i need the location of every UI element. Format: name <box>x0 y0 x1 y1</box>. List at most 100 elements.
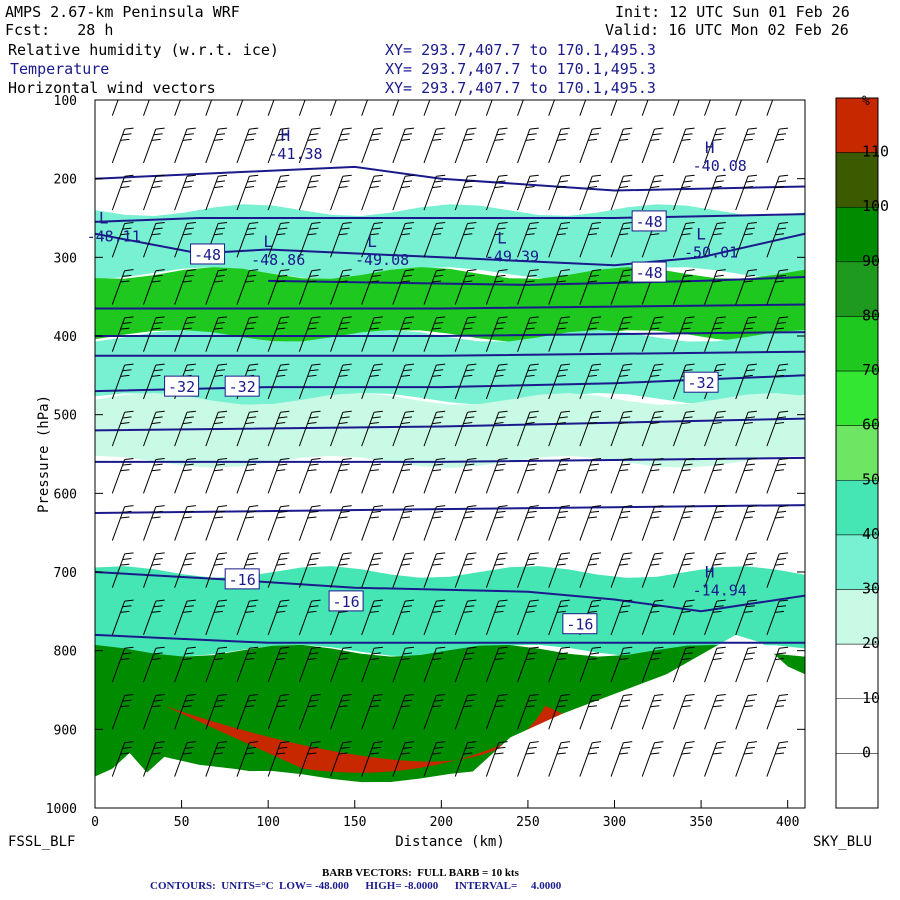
colorbar-swatch <box>835 753 879 809</box>
wind-barb <box>392 741 415 777</box>
wind-barb <box>361 505 383 541</box>
wind-barb <box>423 693 446 730</box>
wind-barb <box>548 100 562 116</box>
wind-barb <box>423 457 446 494</box>
wind-barb <box>298 741 321 777</box>
wind-barb <box>641 646 664 683</box>
wind-barb <box>143 646 165 683</box>
wind-barb <box>330 410 352 447</box>
wind-barb <box>361 363 383 400</box>
x-tick-label: 400 <box>776 815 799 830</box>
wind-barb <box>610 741 633 777</box>
wind-barb <box>236 693 259 730</box>
wind-barb <box>361 410 383 447</box>
wind-barb <box>205 693 228 730</box>
wind-barb <box>205 100 219 116</box>
field-wind-name: Horizontal wind vectors <box>8 79 216 97</box>
wind-barb <box>423 410 446 447</box>
wind-barb <box>330 693 352 730</box>
wind-barb <box>641 552 664 588</box>
wind-barb <box>735 741 757 777</box>
wind-barb <box>485 646 508 683</box>
extremum-value: -14.94 <box>693 582 747 600</box>
wind-barb <box>610 127 633 164</box>
wind-barb <box>735 174 757 211</box>
wind-barb <box>454 100 468 116</box>
wind-barb <box>672 599 695 636</box>
wind-barb <box>267 741 290 777</box>
valid-time: Valid: 16 UTC Mon 02 Feb 26 <box>605 21 849 39</box>
wind-barb <box>548 174 570 211</box>
wind-barb <box>548 127 570 164</box>
wind-barb <box>517 221 539 258</box>
rh-band <box>95 393 805 468</box>
wind-barb <box>579 100 593 116</box>
contour-label: -32 <box>168 378 195 396</box>
wind-barb <box>423 174 446 211</box>
wind-barb <box>454 646 477 683</box>
wind-barb <box>143 174 165 211</box>
wind-barb <box>704 741 726 777</box>
wind-barb <box>392 410 415 447</box>
wind-barb <box>485 599 508 636</box>
y-tick-label: 500 <box>54 409 77 424</box>
extremum-marker: L <box>263 232 273 251</box>
wind-barb <box>267 221 290 258</box>
contour-label-box <box>328 590 364 612</box>
isotherm <box>95 633 805 644</box>
wind-barb <box>704 693 726 730</box>
wind-barb <box>267 410 290 447</box>
wind-barb <box>143 693 165 730</box>
isotherm <box>95 374 805 393</box>
wind-barb <box>454 552 477 588</box>
wind-barb <box>361 741 383 777</box>
wind-barb <box>143 269 165 305</box>
colorbar-swatch <box>835 206 879 263</box>
wind-barb <box>704 505 726 541</box>
wind-barb <box>143 552 165 588</box>
wind-barb <box>704 174 726 211</box>
wind-barb <box>267 127 290 164</box>
rh-max-streak <box>164 705 563 773</box>
contour-label: -16 <box>566 616 593 634</box>
x-tick-label: 100 <box>256 815 279 830</box>
wind-barb <box>672 457 695 494</box>
wind-barb <box>579 174 602 211</box>
wind-barb <box>174 599 196 636</box>
wind-barb <box>143 741 165 777</box>
wind-barb <box>766 646 789 683</box>
wind-barb <box>454 599 477 636</box>
wind-barb <box>735 505 757 541</box>
wind-barb <box>423 505 446 541</box>
wind-barb <box>205 174 228 211</box>
wind-barb <box>205 646 228 683</box>
wind-barb <box>485 741 508 777</box>
field-rh-xy: XY= 293.7,407.7 to 170.1,495.3 <box>385 41 656 59</box>
extremum-value: -49.08 <box>355 251 409 269</box>
wind-barb <box>579 693 602 730</box>
colorbar-swatch <box>835 643 879 700</box>
colorbar-swatch <box>835 589 879 645</box>
contour-label: -16 <box>229 571 256 589</box>
colorbar-unit: % <box>862 94 870 109</box>
wind-barb <box>174 174 196 211</box>
wind-barb <box>735 316 757 352</box>
wind-barb <box>392 269 415 305</box>
wind-barb <box>548 410 570 447</box>
wind-barb <box>766 741 789 777</box>
wind-barb <box>610 599 633 636</box>
wind-barb <box>423 646 446 683</box>
wind-barb <box>517 457 539 494</box>
colorbar-swatch <box>835 698 879 754</box>
wind-barb <box>641 127 664 164</box>
wind-barb <box>766 221 789 258</box>
y-tick-label: 400 <box>54 330 77 345</box>
wind-barb <box>485 100 500 116</box>
wind-barb <box>174 693 196 730</box>
wind-barb <box>361 457 383 494</box>
wind-barb <box>330 505 352 541</box>
wind-barb <box>298 127 321 164</box>
colorbar-tick-label: 70 <box>862 361 880 379</box>
wind-barb <box>610 457 633 494</box>
y-tick-label: 700 <box>54 566 77 581</box>
